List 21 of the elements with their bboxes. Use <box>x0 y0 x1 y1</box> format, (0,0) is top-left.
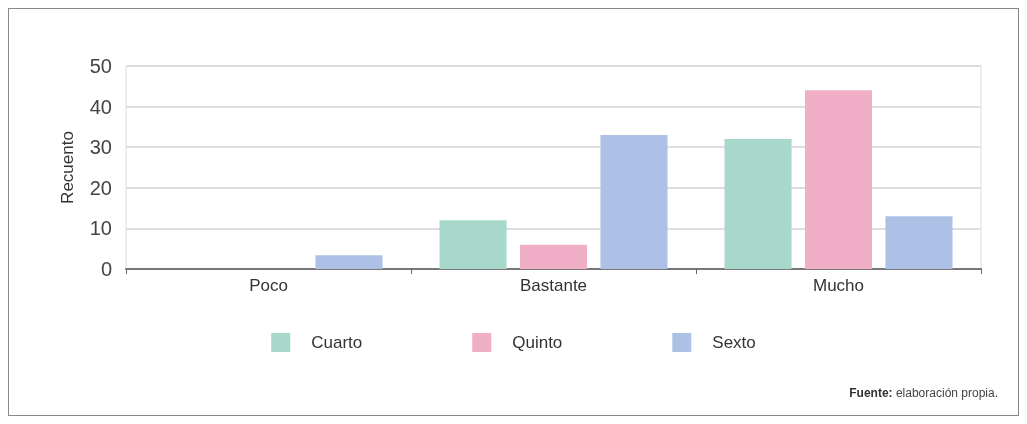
y-tick-label: 0 <box>100 258 112 280</box>
x-tick-label: Bastante <box>519 276 588 295</box>
source-note: Fuente: elaboración propia. <box>849 386 998 400</box>
bar <box>885 216 953 269</box>
bar <box>600 135 668 269</box>
y-tick-label: 40 <box>89 95 112 118</box>
y-tick-label: 30 <box>89 136 112 159</box>
bar <box>804 90 873 269</box>
bar <box>519 244 588 269</box>
y-tick-label: 50 <box>89 55 112 77</box>
legend-label: Quinto <box>512 333 563 352</box>
x-tick-label: Mucho <box>812 276 865 295</box>
y-tick-label: 10 <box>89 217 112 240</box>
legend-label: Cuarto <box>311 333 363 352</box>
y-axis-title: Recuento <box>58 131 77 204</box>
bar <box>439 220 507 269</box>
bar <box>724 139 792 269</box>
bar <box>315 255 383 269</box>
x-tick-label: Poco <box>249 276 288 295</box>
legend-label: Sexto <box>712 333 756 352</box>
y-tick-label: 20 <box>89 176 112 199</box>
